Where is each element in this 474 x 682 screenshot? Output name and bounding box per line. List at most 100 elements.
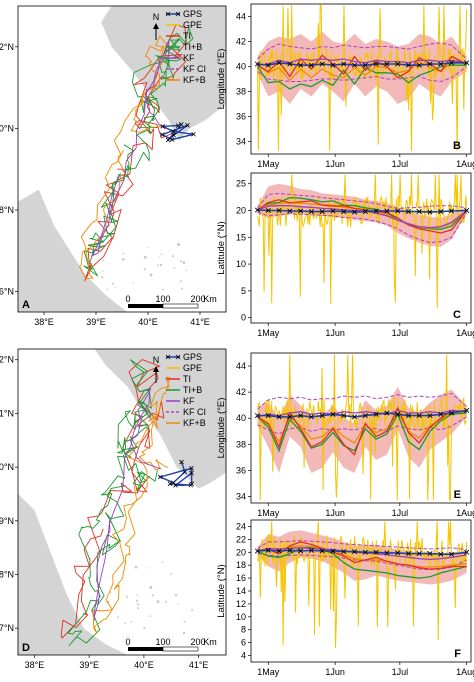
- xtick-label: 1Jun: [325, 667, 345, 677]
- north-label: N: [153, 355, 160, 365]
- north-arrow-head: [153, 366, 159, 372]
- land-upper: [101, 6, 226, 141]
- xtick-label: 1May: [257, 667, 280, 677]
- track-line: [79, 35, 172, 280]
- legend-item-ti-b: TI+B: [166, 385, 202, 395]
- track-line: [91, 40, 170, 257]
- island: [156, 600, 160, 604]
- scalebar-label: 200: [190, 637, 205, 647]
- scalebar-label: 0: [125, 637, 130, 647]
- legend-item-kf-b: KF+B: [166, 418, 206, 428]
- map-xtick-label: 40°E: [134, 660, 154, 670]
- map-frame: [17, 5, 227, 313]
- ytick-label: 38: [236, 439, 246, 449]
- map-xtick-label: 38°E: [25, 660, 45, 670]
- ytick-label: 16: [236, 573, 246, 583]
- island: [149, 586, 153, 589]
- gps-point: [395, 208, 401, 214]
- xtick-label: 1Aug: [456, 328, 474, 338]
- gps-point: [254, 548, 260, 554]
- legend-label: TI+B: [183, 42, 202, 52]
- island: [191, 608, 194, 611]
- gps-point: [438, 411, 444, 417]
- plot-frame: [250, 3, 472, 155]
- gps-marker: [159, 132, 165, 137]
- island: [182, 631, 186, 635]
- gps-point: [298, 208, 304, 214]
- legend-marker: [175, 354, 181, 360]
- ytick-label: 22: [236, 534, 246, 544]
- legend-item-gps: GPS: [165, 352, 202, 362]
- gps-point: [254, 61, 260, 67]
- island: [171, 255, 175, 258]
- series-gps: [257, 409, 467, 418]
- map-ytick-label: 22°N: [0, 355, 14, 365]
- series-gpe: [257, 5, 468, 152]
- ytick-label: 34: [236, 137, 246, 147]
- gps-point: [395, 61, 401, 67]
- gps-point: [373, 61, 379, 67]
- gps-marker: [167, 481, 173, 487]
- island: [132, 282, 134, 284]
- legend-marker: [165, 354, 171, 360]
- island: [114, 286, 116, 288]
- gps-marker: [182, 469, 188, 475]
- gps-point: [298, 62, 304, 68]
- plot-area: [254, 521, 470, 648]
- gps-point: [319, 413, 325, 419]
- scalebar-label: Km: [203, 294, 217, 304]
- timeseries-panel-C: 0 5 10 15 20 25 1May 1Jun 1Jul 1Aug Latitude (°N) C: [216, 172, 474, 338]
- island: [174, 594, 178, 597]
- gps-marker: [189, 470, 194, 476]
- gps-point: [384, 550, 390, 556]
- island: [160, 253, 163, 256]
- xtick-label: 1Aug: [456, 667, 474, 677]
- xtick-label: 1Jun: [325, 508, 345, 518]
- xtick-label: 1Jun: [325, 328, 345, 338]
- series-ti: [257, 199, 468, 234]
- gps-point: [287, 61, 293, 67]
- legend-label: TI+B: [183, 385, 202, 395]
- legend-item-gps: GPS: [165, 9, 202, 19]
- panel-letter-D: D: [22, 642, 30, 654]
- ytick-label: 18: [236, 560, 246, 570]
- series-gpe: [257, 354, 467, 501]
- island: [117, 616, 119, 618]
- map-ytick-label: 18°N: [0, 205, 14, 215]
- map-ytick-label: 17°N: [0, 623, 14, 633]
- panel-letter-A: A: [22, 299, 30, 311]
- legend-item-kf: KF: [166, 396, 195, 406]
- gps-point: [362, 209, 368, 215]
- map-ytick-label: 18°N: [0, 569, 14, 579]
- legend-label: KF: [183, 53, 195, 63]
- legend-item-gpe: GPE: [166, 20, 202, 30]
- xtick-label: 1May: [257, 159, 280, 169]
- scalebar-label: 0: [125, 294, 130, 304]
- series-kf-ci: [257, 42, 468, 60]
- ytick-label: 15: [236, 232, 246, 242]
- gps-point: [265, 413, 271, 419]
- gps-point: [384, 410, 390, 416]
- gps-marker: [170, 129, 176, 134]
- ytick-label: 42: [236, 387, 246, 397]
- map-xtick-label: 40°E: [138, 317, 158, 327]
- north-arrow-icon: N: [153, 355, 160, 383]
- ytick-label: 4: [241, 651, 246, 661]
- gps-point: [395, 550, 401, 556]
- ytick-label: 10: [236, 612, 246, 622]
- gps-point: [308, 547, 314, 553]
- gps-point: [330, 411, 336, 417]
- ytick-label: 10: [236, 259, 246, 269]
- island: [137, 603, 139, 606]
- legend-label: GPS: [183, 9, 202, 19]
- y-axis-label: Latitude (°N): [216, 221, 227, 274]
- island: [185, 269, 187, 272]
- gps-marker: [189, 465, 194, 471]
- gps-point: [464, 407, 470, 413]
- xtick-label: 1Jul: [392, 159, 409, 169]
- gps-point: [330, 548, 336, 554]
- xtick-label: 1May: [257, 508, 280, 518]
- gps-point: [330, 208, 336, 214]
- island: [146, 567, 148, 569]
- gps-point: [449, 60, 455, 66]
